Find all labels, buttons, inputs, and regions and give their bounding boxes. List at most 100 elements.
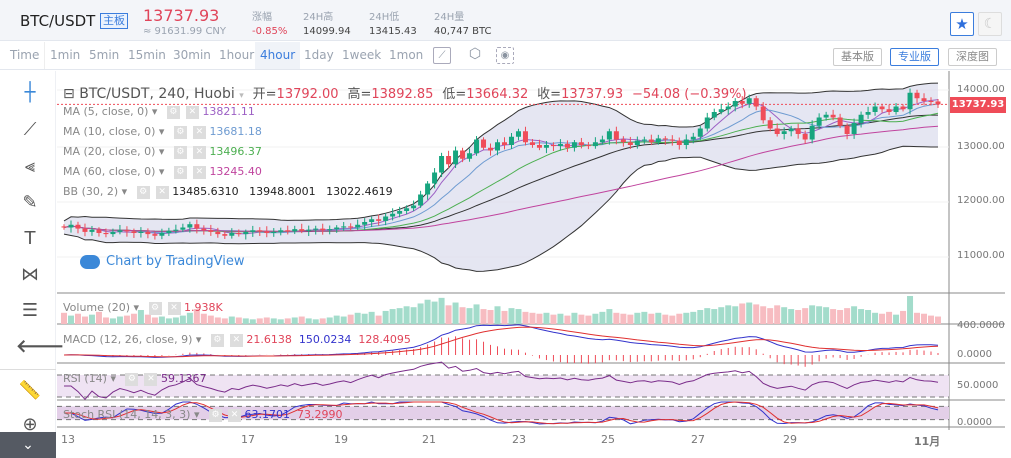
volume-bar: [662, 314, 669, 324]
candle-body: [404, 208, 410, 211]
candle-body: [879, 106, 885, 110]
tab-4hour[interactable]: 4hour: [255, 42, 301, 69]
candle-body: [753, 98, 759, 107]
current-price-label: 13737.93: [950, 97, 1006, 113]
volume-bar: [347, 314, 354, 324]
chart-title: ⊟ BTC/USDT, 240, Huobi ▾ 开=13792.00 高=13…: [63, 86, 747, 102]
legend-ma20[interactable]: MA (20, close, 0) ▾ ⚙ ✕ 13496.37: [63, 145, 262, 159]
basic-view-button[interactable]: 基本版: [833, 48, 882, 66]
depth-chart-button[interactable]: 深度图: [948, 48, 997, 66]
volume-bar: [298, 316, 305, 324]
volume-bar: [669, 315, 676, 324]
candle-body: [844, 125, 850, 134]
tab-5min[interactable]: 5min: [89, 48, 120, 62]
volume-bar: [172, 317, 179, 324]
tab-1hour[interactable]: 1hour: [219, 48, 255, 62]
legend-ma10[interactable]: MA (10, close, 0) ▾ ⚙ ✕ 13681.18: [63, 125, 262, 139]
tab-30min[interactable]: 30min: [173, 48, 211, 62]
volume-bar: [718, 307, 725, 324]
legend-macd[interactable]: MACD (12, 26, close, 9) ▾ ⚙ ✕ 21.6138 150…: [63, 333, 411, 347]
candle-body: [788, 128, 794, 132]
volume-bar: [319, 318, 326, 324]
tab-15min[interactable]: 15min: [128, 48, 166, 62]
candle-body: [823, 114, 829, 118]
tradingview-watermark[interactable]: Chart by TradingView: [80, 254, 244, 269]
candle-body: [508, 136, 514, 145]
chart-type-icon[interactable]: ⟋: [433, 47, 451, 64]
tab-1mon[interactable]: 1mon: [389, 48, 424, 62]
volume-bar: [396, 308, 403, 324]
legend-stochrsi[interactable]: Stoch RSI (14, 14, 3, 3) ▾ ⚙ ✕ 63.1701 73…: [63, 408, 343, 422]
tab-1min[interactable]: 1min: [50, 48, 81, 62]
legend-ma60[interactable]: MA (60, close, 0) ▾ ⚙ ✕ 13245.40: [63, 165, 262, 179]
candle-body: [264, 231, 270, 233]
bollinger-lower-line: [63, 145, 938, 272]
pro-view-button[interactable]: 专业版: [890, 48, 939, 66]
open-value: 13792.00: [276, 87, 339, 102]
volume-bar: [823, 307, 830, 324]
candle-body: [914, 92, 920, 99]
candle-body: [474, 139, 480, 154]
volume-bar: [795, 310, 802, 324]
volume-bar: [648, 313, 655, 324]
candle-body: [837, 117, 843, 126]
candle-body: [117, 230, 123, 232]
candle-body: [634, 140, 640, 145]
candle-body: [138, 231, 144, 233]
divider: [0, 369, 56, 370]
candle-body: [453, 150, 459, 165]
legend-ma5[interactable]: MA (5, close, 0) ▾ ⚙ ✕ 13821.11: [63, 105, 255, 119]
volume-bar: [242, 318, 249, 324]
moon-icon[interactable]: ☾: [978, 12, 1002, 36]
collapse-legend-icon[interactable]: ⊟: [63, 86, 75, 102]
measure-lines-icon[interactable]: ☰: [21, 300, 39, 321]
candle-body: [732, 101, 738, 107]
candle-body: [809, 125, 815, 140]
candle-body: [313, 228, 319, 230]
gear-icon: ⚙: [173, 125, 187, 139]
zoom-in-icon[interactable]: ⊕: [22, 414, 38, 435]
volume-bar: [256, 318, 263, 324]
candle-body: [543, 145, 549, 148]
volume-bar: [781, 307, 788, 324]
legend-bb[interactable]: BB (30, 2) ▾ ⚙ ✕ 13485.6310 13948.8001 13…: [63, 185, 393, 199]
volume-bar: [921, 313, 928, 324]
candle-body: [257, 230, 263, 232]
candle-body: [390, 213, 396, 217]
tab-time[interactable]: Time: [5, 42, 46, 69]
candle-body: [557, 143, 563, 147]
gear-icon: ⚙: [208, 408, 222, 422]
candle-body: [872, 106, 878, 112]
tab-1day[interactable]: 1day: [304, 48, 334, 62]
volume-bar: [277, 319, 284, 324]
screenshot-icon[interactable]: ◉: [496, 47, 514, 64]
tab-1week[interactable]: 1week: [342, 48, 382, 62]
candle-body: [886, 109, 892, 112]
volume-bar: [480, 309, 487, 324]
rsi-tick: 50.0000: [957, 380, 999, 391]
pitchfork-icon[interactable]: ⫷: [24, 156, 36, 177]
crosshair-icon[interactable]: ┼: [24, 82, 36, 103]
collapse-toolbar-button[interactable]: ⌄: [0, 432, 56, 458]
volume-bar: [291, 317, 298, 324]
brush-icon[interactable]: ✎: [22, 192, 38, 213]
candle-body: [411, 205, 417, 209]
volume-bar: [200, 313, 207, 324]
volume-bar: [879, 313, 886, 324]
candle-body: [669, 139, 675, 141]
volume-bar: [368, 311, 375, 324]
text-icon[interactable]: T: [24, 228, 36, 249]
legend-volume[interactable]: Volume (20) ▾ ⚙ ✕ 1.938K: [63, 301, 223, 315]
settings-icon[interactable]: ⬡: [468, 46, 482, 62]
candle-body: [215, 231, 221, 235]
gear-icon: ⚙: [148, 301, 162, 315]
legend-rsi[interactable]: RSI (14) ▾ ⚙ ✕ 59.1367: [63, 372, 207, 386]
ruler-icon[interactable]: 📏: [18, 380, 42, 401]
candle-body: [900, 106, 906, 110]
trend-line-icon[interactable]: ⟋: [23, 119, 37, 140]
candle-body: [641, 139, 647, 141]
volume-bar: [109, 318, 116, 324]
pattern-icon[interactable]: ⋈: [21, 264, 39, 285]
star-icon[interactable]: ★: [950, 12, 974, 36]
